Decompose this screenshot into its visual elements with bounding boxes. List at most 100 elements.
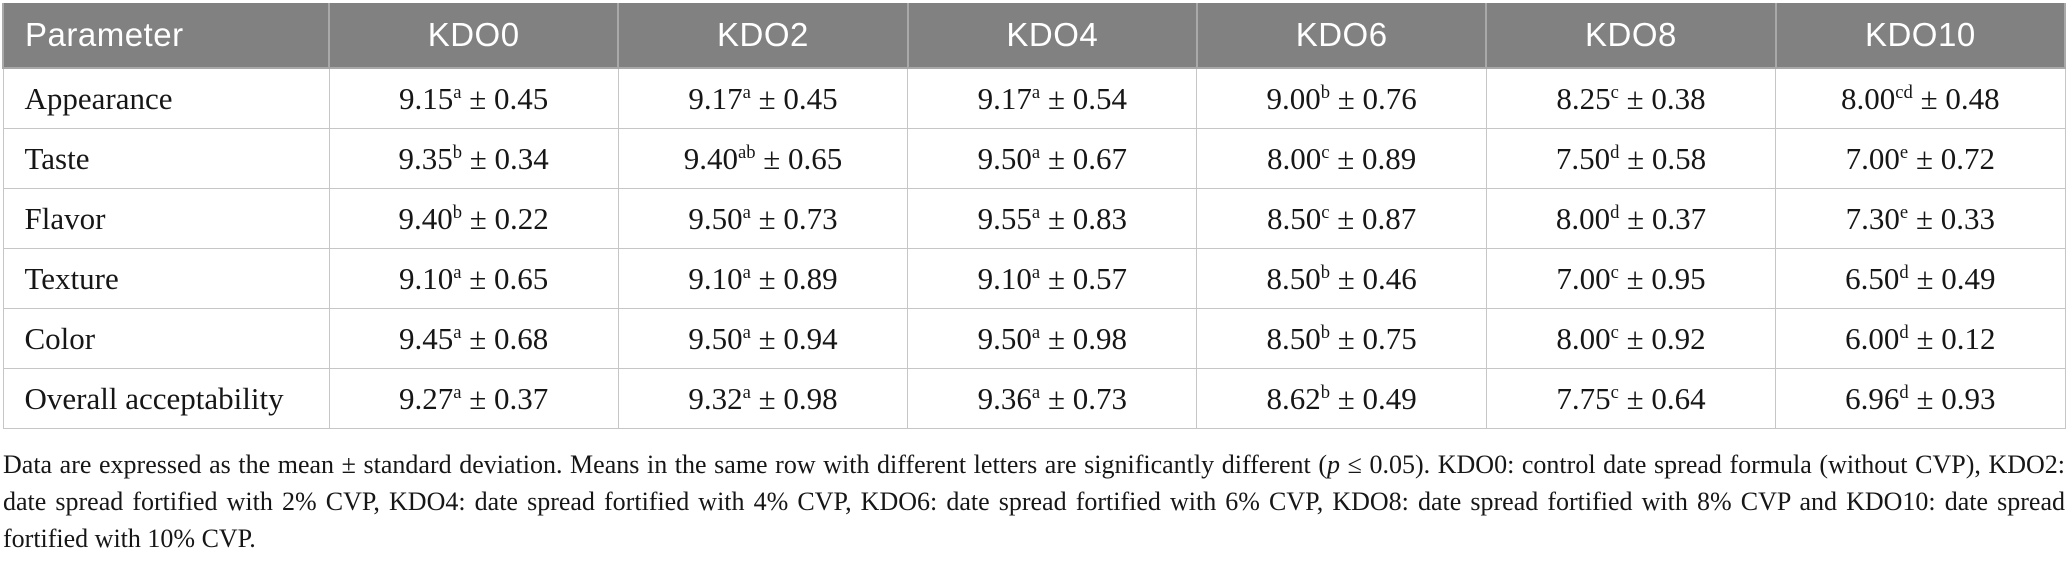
std-deviation: ± 0.65 [461, 260, 549, 296]
table-row-overall-acceptability: Overall acceptability 9.27a ± 0.37 9.32a ±… [2, 368, 2066, 429]
column-header-kdo6: KDO6 [1195, 3, 1488, 69]
significance-letter: d [1899, 382, 1909, 404]
significance-letter: c [1610, 322, 1619, 344]
significance-letter: a [1031, 142, 1041, 164]
mean-value: 9.50 [977, 320, 1032, 356]
value-cell-texture-kdo10: 6.50d ± 0.49 [1775, 248, 2066, 309]
std-deviation: ± 0.76 [1330, 80, 1417, 116]
std-deviation: ± 0.37 [461, 380, 549, 416]
mean-value: 7.00 [1845, 140, 1900, 176]
significance-letter: d [1899, 322, 1909, 344]
mean-value: 8.50 [1267, 200, 1322, 236]
table-body: Appearance 9.15a ± 0.45 9.17a ± 0.45 9.17a … [2, 67, 2066, 429]
value-cell-flavor-kdo6: 8.50c ± 0.87 [1196, 188, 1487, 249]
column-header-kdo2: KDO2 [617, 3, 909, 69]
std-deviation: ± 0.73 [750, 200, 838, 236]
value-cell-appearance-kdo10: 8.00cd ± 0.48 [1775, 67, 2066, 129]
mean-value: 9.50 [688, 320, 743, 356]
std-deviation: ± 0.45 [750, 80, 838, 116]
column-header-kdo4: KDO4 [906, 3, 1198, 69]
mean-value: 9.17 [977, 80, 1032, 116]
std-deviation: ± 0.98 [750, 380, 838, 416]
value-cell-texture-kdo0: 9.10a ± 0.65 [328, 248, 619, 309]
value-cell-color-kdo4: 9.50a ± 0.98 [907, 308, 1198, 369]
mean-value: 8.00 [1841, 80, 1896, 116]
std-deviation: ± 0.95 [1618, 260, 1706, 296]
sensory-evaluation-table: Parameter KDO0 KDO2 KDO4 KDO6 KDO8 KDO10 Appea… [2, 3, 2067, 429]
std-deviation: ± 0.38 [1618, 80, 1706, 116]
table-row-taste: Taste 9.35b ± 0.34 9.40ab ± 0.65 9.50a ± 0.… [2, 128, 2066, 189]
std-deviation: ± 0.67 [1040, 140, 1127, 176]
significance-letter: c [1610, 382, 1619, 404]
mean-value: 9.40 [398, 200, 453, 236]
mean-value: 9.15 [399, 80, 454, 116]
std-deviation: ± 0.37 [1619, 200, 1707, 236]
mean-value: 8.25 [1556, 80, 1611, 116]
significance-letter: a [1031, 322, 1041, 344]
std-deviation: ± 0.22 [462, 200, 549, 236]
std-deviation: ± 0.58 [1619, 140, 1707, 176]
mean-value: 8.00 [1555, 200, 1611, 236]
value-cell-taste-kdo10: 7.00e ± 0.72 [1775, 128, 2066, 189]
significance-letter: b [1320, 382, 1331, 404]
mean-value: 9.45 [399, 320, 454, 356]
mean-value: 9.27 [399, 380, 454, 416]
mean-value: 9.32 [688, 380, 743, 416]
std-deviation: ± 0.68 [461, 320, 549, 356]
mean-value: 9.10 [688, 260, 743, 296]
significance-letter: b [452, 142, 463, 164]
footnote-p-symbol: p [1327, 450, 1341, 479]
significance-letter: e [1899, 142, 1909, 164]
mean-value: 7.75 [1556, 380, 1611, 416]
significance-letter: a [742, 82, 751, 104]
mean-value: 9.10 [977, 260, 1032, 296]
significance-letter: a [1031, 382, 1041, 404]
value-cell-texture-kdo6: 8.50b ± 0.46 [1196, 248, 1487, 309]
value-cell-overall-acceptability-kdo4: 9.36a ± 0.73 [907, 368, 1198, 429]
table-row-appearance: Appearance 9.15a ± 0.45 9.17a ± 0.45 9.17a … [2, 67, 2066, 129]
significance-letter: b [1320, 322, 1331, 344]
significance-letter: b [1320, 262, 1331, 284]
significance-letter: a [453, 382, 462, 404]
value-cell-flavor-kdo0: 9.40b ± 0.22 [328, 188, 619, 249]
mean-value: 8.50 [1266, 320, 1321, 356]
value-cell-taste-kdo0: 9.35b ± 0.34 [328, 128, 619, 189]
std-deviation: ± 0.64 [1618, 380, 1706, 416]
mean-value: 9.50 [688, 200, 743, 236]
significance-letter: d [1610, 202, 1620, 224]
significance-letter: a [742, 382, 751, 404]
std-deviation: ± 0.87 [1329, 200, 1417, 236]
value-cell-color-kdo0: 9.45a ± 0.68 [328, 308, 619, 369]
value-cell-color-kdo8: 8.00c ± 0.92 [1485, 308, 1777, 369]
mean-value: 9.50 [977, 140, 1032, 176]
significance-letter: d [1899, 262, 1909, 284]
mean-value: 6.50 [1845, 260, 1900, 296]
mean-value: 9.35 [398, 140, 453, 176]
std-deviation: ± 0.65 [755, 140, 843, 176]
significance-letter: ab [737, 142, 756, 164]
significance-letter: b [1320, 82, 1331, 104]
mean-value: 9.40 [683, 140, 738, 176]
significance-letter: e [1899, 202, 1909, 224]
std-deviation: ± 0.46 [1330, 260, 1417, 296]
value-cell-flavor-kdo8: 8.00d ± 0.37 [1485, 188, 1777, 249]
mean-value: 7.50 [1555, 140, 1611, 176]
significance-letter: a [453, 322, 462, 344]
significance-letter: a [1031, 202, 1041, 224]
value-cell-overall-acceptability-kdo2: 9.32a ± 0.98 [617, 368, 909, 429]
row-label: Texture [2, 248, 330, 309]
std-deviation: ± 0.33 [1908, 200, 1995, 236]
row-label: Overall acceptability [2, 368, 330, 429]
significance-letter: cd [1895, 82, 1913, 104]
significance-letter: d [1610, 142, 1620, 164]
std-deviation: ± 0.89 [1329, 140, 1417, 176]
significance-letter: a [742, 262, 751, 284]
mean-value: 8.00 [1556, 320, 1611, 356]
value-cell-texture-kdo8: 7.00c ± 0.95 [1485, 248, 1777, 309]
std-deviation: ± 0.48 [1912, 80, 2000, 116]
mean-value: 8.50 [1266, 260, 1321, 296]
significance-letter: a [1031, 82, 1041, 104]
value-cell-taste-kdo6: 8.00c ± 0.89 [1196, 128, 1487, 189]
std-deviation: ± 0.54 [1040, 80, 1127, 116]
